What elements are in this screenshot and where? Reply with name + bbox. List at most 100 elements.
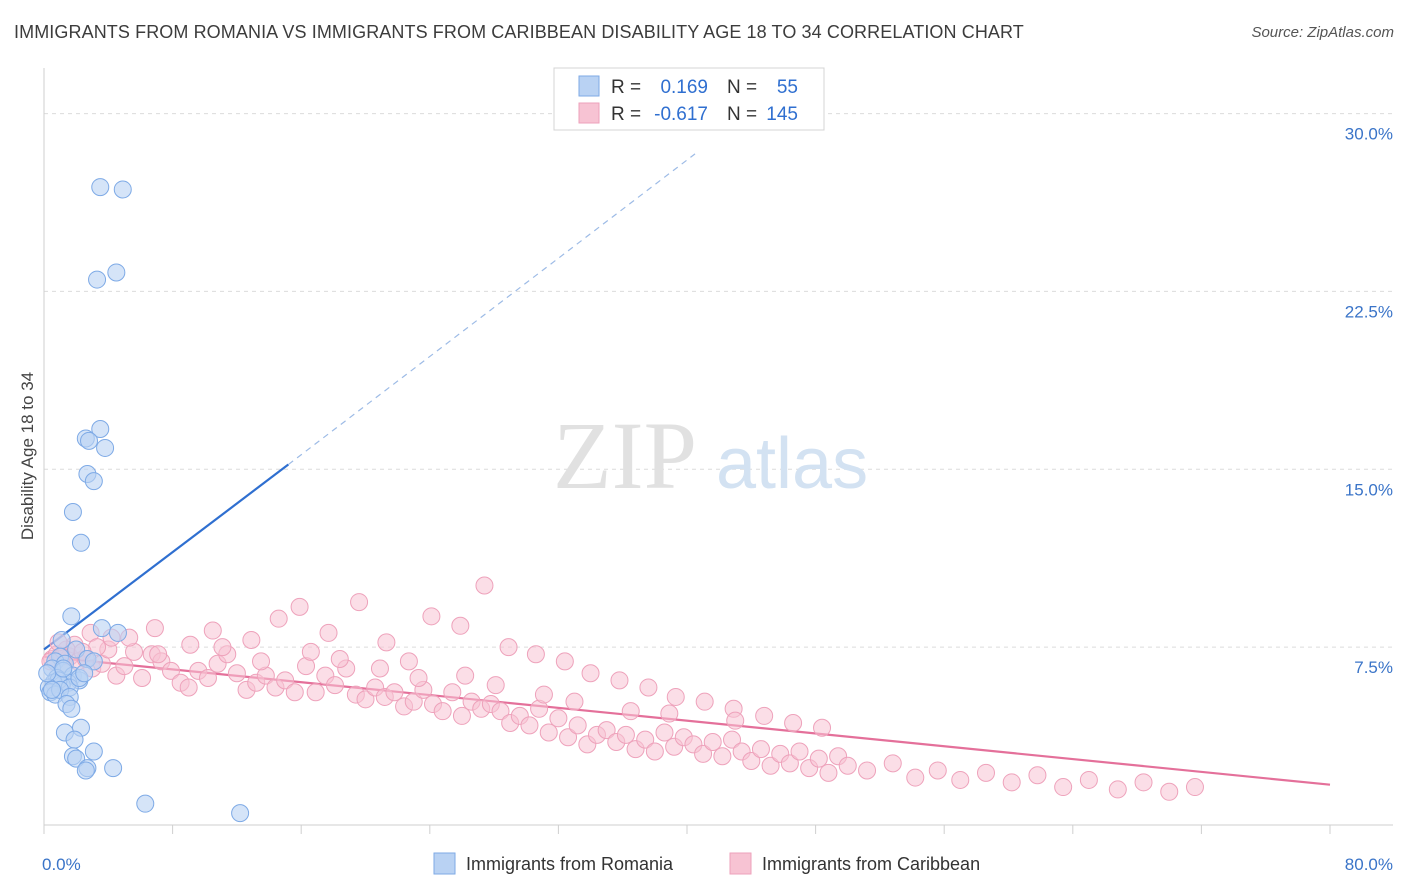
caribbean-point	[276, 671, 295, 690]
caribbean-point	[443, 683, 462, 702]
romania-point	[108, 623, 127, 642]
caribbean-point	[906, 768, 925, 787]
caribbean-point	[976, 763, 995, 782]
x-tick-label-min: 0.0%	[42, 855, 81, 874]
caribbean-point	[179, 678, 198, 697]
caribbean-point	[568, 716, 587, 735]
romania-point	[62, 699, 81, 718]
caribbean-point	[133, 668, 152, 687]
caribbean-point	[409, 668, 428, 687]
caribbean-point	[1160, 782, 1179, 801]
romania-point	[107, 263, 126, 282]
watermark-atlas: atlas	[716, 424, 868, 504]
caribbean-point	[377, 633, 396, 652]
caribbean-point	[666, 687, 685, 706]
y-tick-label: 30.0%	[1345, 125, 1393, 144]
romania-point	[80, 431, 99, 450]
caribbean-point	[1134, 773, 1153, 792]
caribbean-point	[486, 676, 505, 695]
caribbean-point	[306, 683, 325, 702]
caribbean-point	[145, 619, 164, 638]
caribbean-point	[422, 607, 441, 626]
correlation-legend: R = 0.169 N = 55 R = -0.617 N = 145	[553, 67, 825, 131]
caribbean-point	[115, 657, 134, 676]
caribbean-point	[534, 685, 553, 704]
bottom-legend-swatch-romania	[433, 852, 456, 875]
caribbean-point	[370, 659, 389, 678]
romania-point	[88, 270, 107, 289]
caribbean-point	[319, 623, 338, 642]
caribbean-point	[639, 678, 658, 697]
romania-point	[84, 652, 103, 671]
romania-point	[38, 664, 57, 683]
caribbean-point	[1028, 766, 1047, 785]
caribbean-point	[520, 716, 539, 735]
caribbean-point	[559, 728, 578, 747]
caribbean-point	[726, 711, 745, 730]
caribbean-point	[742, 751, 761, 770]
caribbean-point	[565, 692, 584, 711]
caribbean-point	[491, 702, 510, 721]
caribbean-point	[526, 645, 545, 664]
romania-point	[63, 502, 82, 521]
chart-title: IMMIGRANTS FROM ROMANIA VS IMMIGRANTS FR…	[14, 22, 1024, 42]
y-tick-labels: 7.5% 15.0% 22.5% 30.0%	[1345, 125, 1393, 678]
caribbean-point	[780, 754, 799, 773]
legend-n-value-1: 55	[777, 77, 798, 98]
caribbean-point	[755, 706, 774, 725]
caribbean-point	[451, 616, 470, 635]
romania-point	[84, 472, 103, 491]
caribbean-point	[581, 664, 600, 683]
caribbean-point	[621, 702, 640, 721]
caribbean-point	[399, 652, 418, 671]
caribbean-point	[723, 730, 742, 749]
caribbean-point	[655, 723, 674, 742]
caribbean-point	[1185, 778, 1204, 797]
caribbean-point	[694, 744, 713, 763]
caribbean-point	[928, 761, 947, 780]
source-label: Source: ZipAtlas.com	[1251, 24, 1394, 41]
romania-point	[76, 761, 95, 780]
romania-point	[71, 533, 90, 552]
axes	[43, 68, 1393, 834]
bottom-legend-swatch-caribbean	[729, 852, 752, 875]
gridlines	[44, 113, 1393, 648]
caribbean-point	[290, 597, 309, 616]
romania-point	[62, 607, 81, 626]
caribbean-point	[751, 740, 770, 759]
caribbean-point	[790, 742, 809, 761]
caribbean-point	[645, 742, 664, 761]
legend-n-label-2: N =	[727, 104, 757, 125]
caribbean-point	[252, 652, 271, 671]
legend-n-value-2: 145	[766, 104, 798, 125]
caribbean-point	[149, 645, 168, 664]
caribbean-point	[330, 650, 349, 668]
romania-point	[136, 794, 155, 813]
caribbean-point	[285, 683, 304, 702]
caribbean-point	[858, 761, 877, 780]
caribbean-point	[242, 631, 261, 650]
caribbean-point	[616, 725, 635, 744]
caribbean-point	[452, 706, 471, 725]
caribbean-point	[385, 683, 404, 702]
caribbean-point	[549, 709, 568, 728]
legend-r-value-1: 0.169	[660, 77, 708, 98]
caribbean-point	[636, 730, 655, 749]
caribbean-point	[1054, 778, 1073, 797]
romania-point	[91, 178, 110, 197]
caribbean-point	[404, 692, 423, 711]
legend-r-label-1: R =	[611, 77, 641, 98]
caribbean-point	[1079, 770, 1098, 789]
x-tick-label-max: 80.0%	[1345, 855, 1393, 874]
legend-swatch-caribbean	[578, 102, 600, 124]
caribbean-point	[350, 593, 369, 612]
romania-point	[113, 180, 132, 199]
romania-point	[65, 730, 84, 749]
caribbean-point	[433, 702, 452, 721]
y-axis-title: Disability Age 18 to 34	[18, 372, 37, 540]
romania-point	[43, 680, 62, 699]
caribbean-point	[813, 718, 832, 737]
caribbean-point	[555, 652, 574, 671]
caribbean-point	[356, 690, 375, 709]
